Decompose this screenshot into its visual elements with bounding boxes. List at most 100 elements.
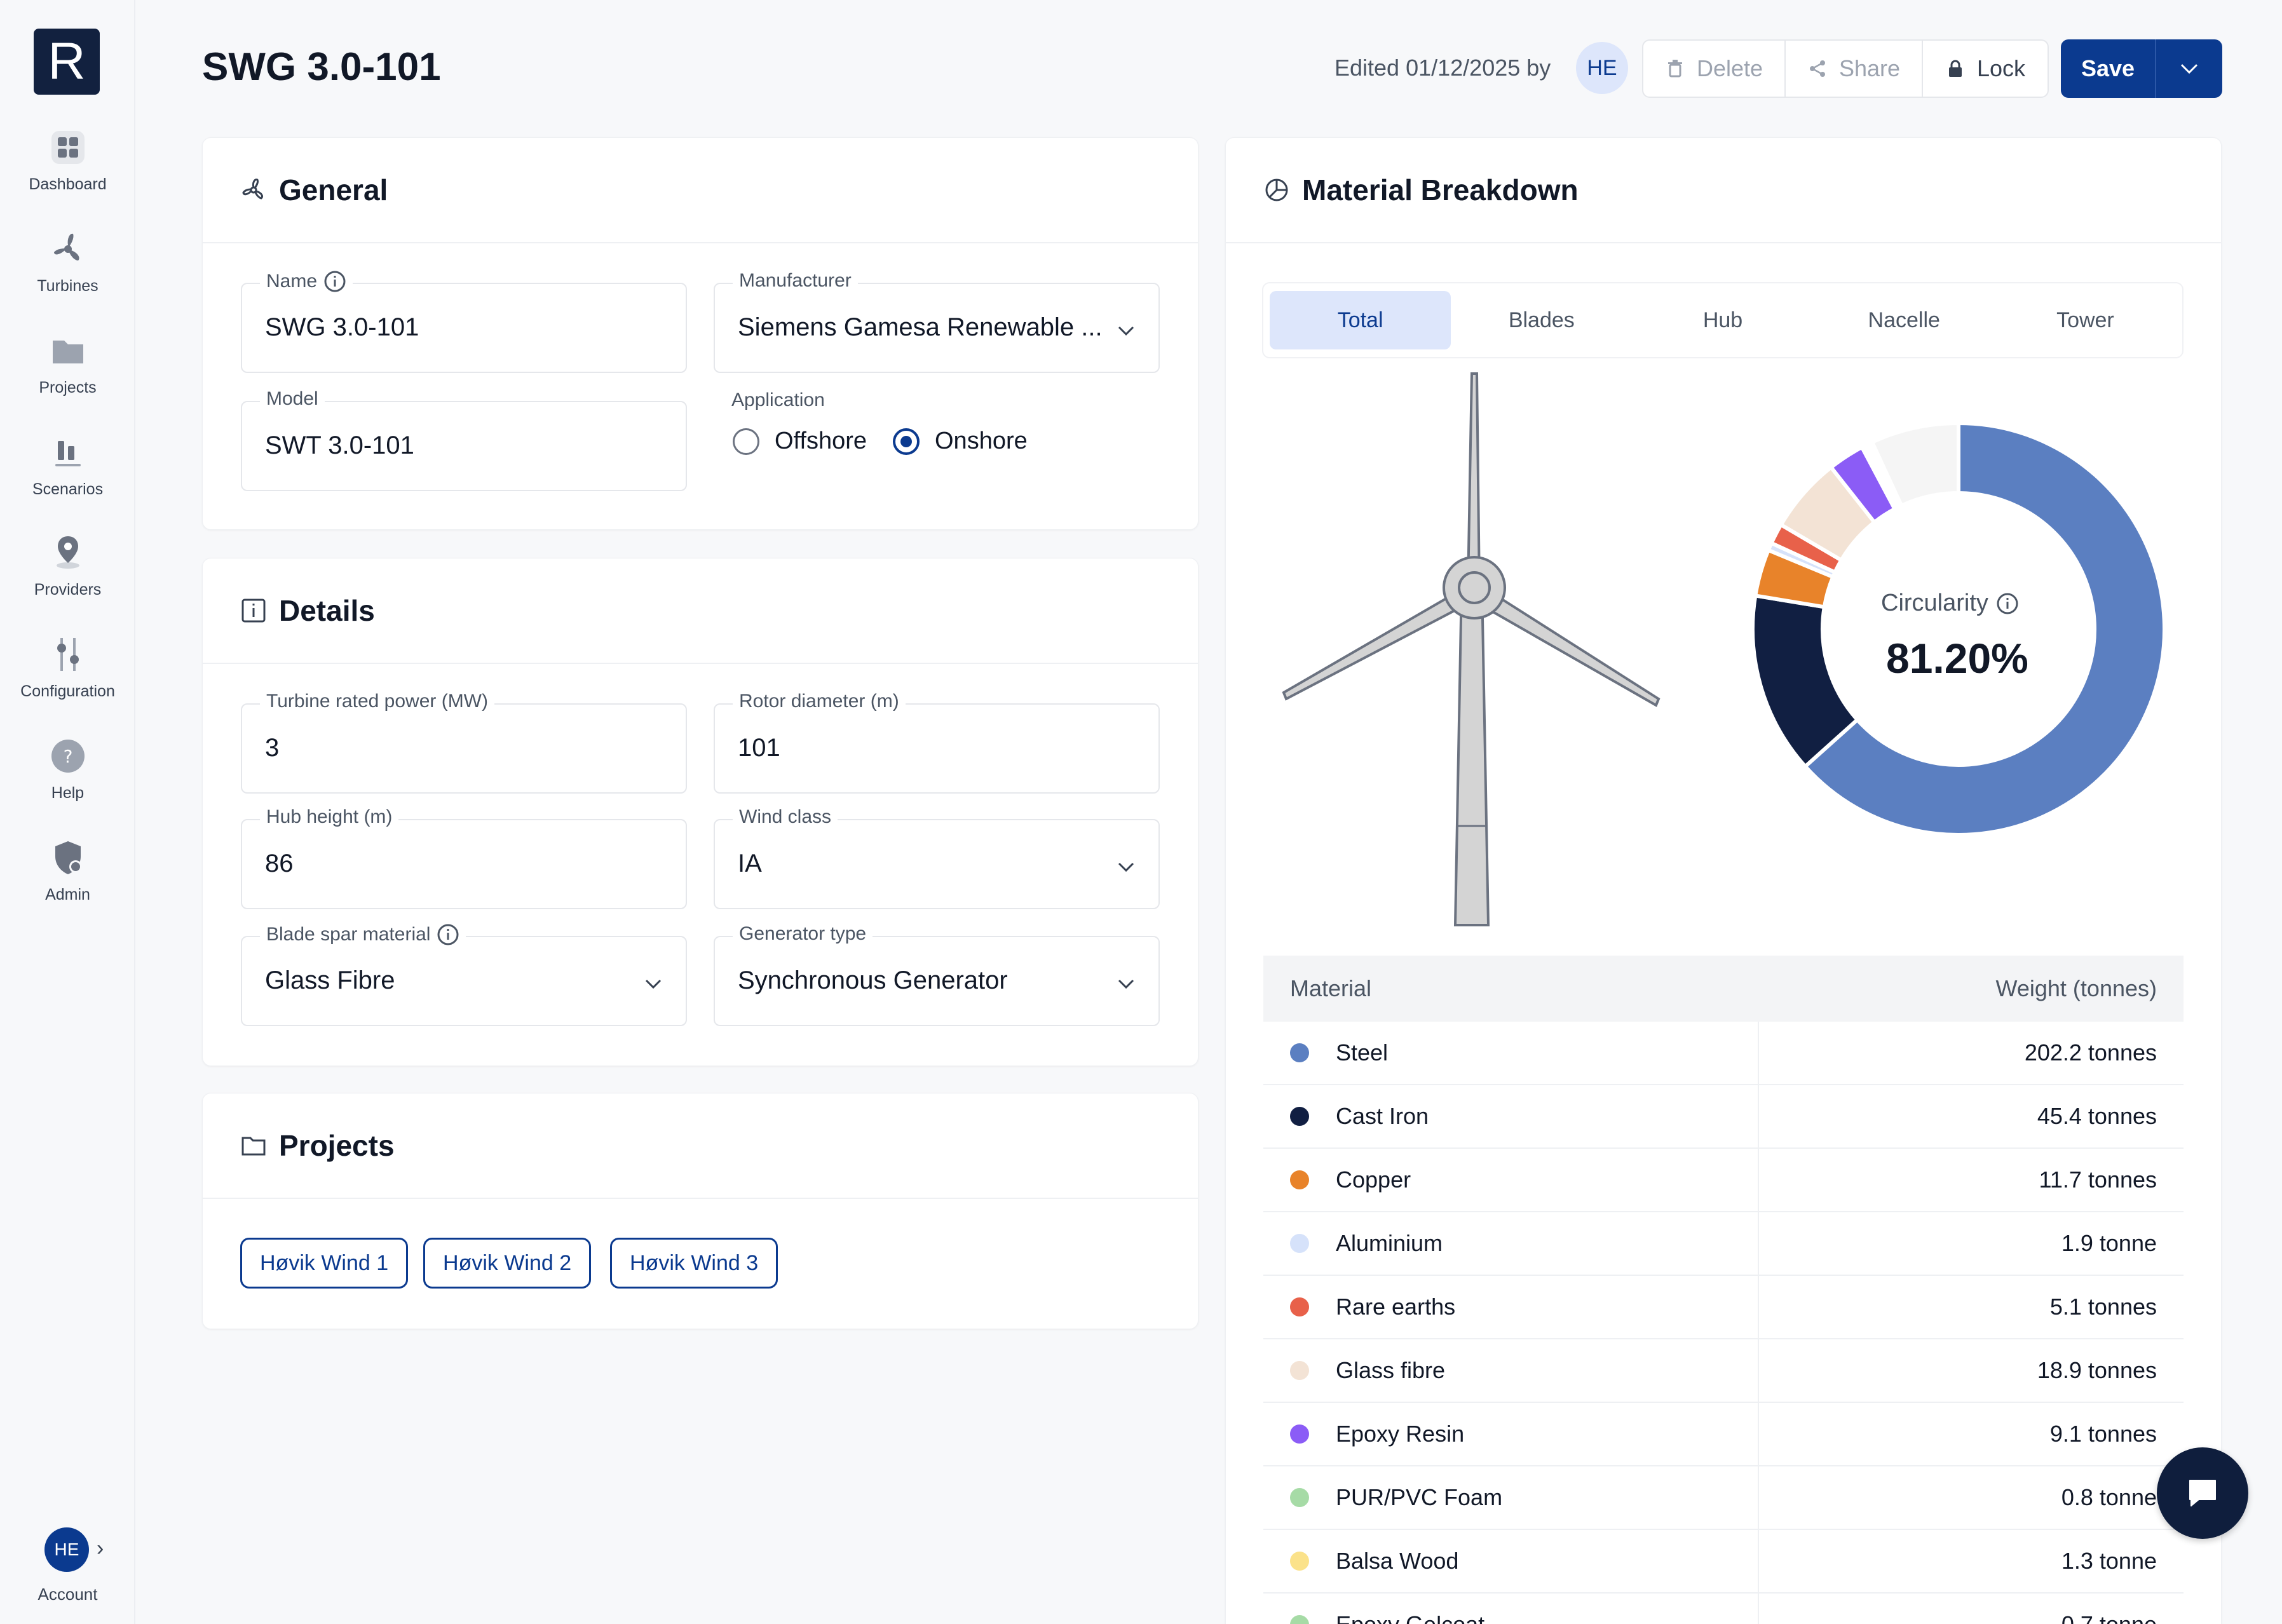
legend-dot <box>1290 1488 1309 1507</box>
name-field[interactable]: Name SWG 3.0-101 <box>241 270 687 373</box>
material-weight: 1.3 tonne <box>2061 1548 2157 1574</box>
save-options-button[interactable] <box>2156 39 2222 98</box>
legend-dot <box>1290 1297 1309 1316</box>
sidebar-item-scenarios[interactable]: Scenarios <box>0 432 135 499</box>
material-name: Balsa Wood <box>1336 1548 1459 1574</box>
help-icon: ? <box>51 740 85 773</box>
sidebar-item-configuration[interactable]: Configuration <box>0 634 135 701</box>
material-name: Copper <box>1336 1167 1411 1193</box>
details-title: Details <box>279 594 375 627</box>
material-table: Material Weight (tonnes) Steel 202.2 tonn… <box>1263 956 2184 1624</box>
wind-class-value: IA <box>738 849 762 877</box>
wind-class-select[interactable]: Wind class IA <box>714 806 1160 909</box>
share-button[interactable]: Share <box>1786 41 1923 97</box>
legend-dot <box>1290 1552 1309 1571</box>
column-divider <box>1758 1594 1759 1624</box>
table-row: Epoxy Resin 9.1 tonnes <box>1263 1403 2184 1466</box>
save-button[interactable]: Save <box>2061 39 2156 98</box>
details-card: Details Turbine rated power (MW) 3 Rotor… <box>202 558 1199 1066</box>
sidebar-item-label: Scenarios <box>32 480 104 498</box>
project-chip[interactable]: Høvik Wind 3 <box>610 1238 778 1289</box>
dashboard-icon <box>51 131 85 164</box>
manufacturer-select[interactable]: Manufacturer Siemens Gamesa Renewable ..… <box>714 270 1160 373</box>
column-divider <box>1758 1276 1759 1338</box>
table-row: Steel 202.2 tonnes <box>1263 1022 2184 1085</box>
sidebar-item-admin[interactable]: Admin <box>0 837 135 904</box>
info-icon[interactable] <box>1996 592 2019 615</box>
table-header: Material Weight (tonnes) <box>1263 956 2184 1022</box>
save-button-group: Save <box>2061 39 2222 98</box>
donut-slice-steel[interactable] <box>1802 421 2166 837</box>
app-logo[interactable]: R <box>34 29 100 95</box>
account-avatar[interactable]: HE <box>44 1527 89 1572</box>
sidebar-item-label: Projects <box>39 379 97 396</box>
material-weight: 18.9 tonnes <box>2037 1357 2157 1383</box>
projects-card-header: Projects <box>203 1093 1198 1199</box>
tab-blades[interactable]: Blades <box>1508 308 1575 332</box>
donut-slice-other[interactable] <box>1870 421 1960 508</box>
rated-power-field[interactable]: Turbine rated power (MW) 3 <box>241 691 687 794</box>
tab-total[interactable]: Total <box>1270 291 1451 349</box>
name-input[interactable]: SWG 3.0-101 <box>265 313 419 341</box>
lock-button[interactable]: Lock <box>1923 41 2048 97</box>
name-label-text: Name <box>266 271 318 292</box>
sliders-icon <box>57 638 79 671</box>
svg-text:?: ? <box>63 746 72 767</box>
general-card: General Name SWG 3.0-101 Manufacturer Si… <box>202 137 1199 530</box>
lock-label: Lock <box>1976 55 2026 81</box>
sidebar-item-dashboard[interactable]: Dashboard <box>0 127 135 194</box>
material-name: Epoxy Gelcoat <box>1336 1611 1484 1624</box>
sidebar-item-label: Configuration <box>20 682 115 700</box>
model-field[interactable]: Model SWT 3.0-101 <box>241 388 687 491</box>
rated-power-label: Turbine rated power (MW) <box>260 691 494 712</box>
radio-onshore-label: Onshore <box>935 428 1028 454</box>
sidebar-item-help[interactable]: ? Help <box>0 736 135 802</box>
generator-type-select[interactable]: Generator type Synchronous Generator <box>714 923 1160 1026</box>
application-label: Application <box>731 389 825 410</box>
material-name: Aluminium <box>1336 1230 1443 1256</box>
chat-button[interactable] <box>2157 1447 2248 1539</box>
model-input[interactable]: SWT 3.0-101 <box>265 431 414 459</box>
fan-icon <box>242 179 264 200</box>
table-row: Copper 11.7 tonnes <box>1263 1149 2184 1212</box>
project-chip[interactable]: Høvik Wind 1 <box>240 1238 409 1289</box>
shield-icon <box>55 841 82 874</box>
tab-hub[interactable]: Hub <box>1702 308 1743 332</box>
weight-column-header: Weight (tonnes) <box>1995 975 2157 1001</box>
material-card: Material Breakdown <box>1225 137 2222 1624</box>
sidebar-item-turbines[interactable]: Turbines <box>0 229 135 295</box>
rotor-diameter-field[interactable]: Rotor diameter (m) 101 <box>714 691 1160 794</box>
rotor-diameter-input[interactable]: 101 <box>738 734 780 762</box>
column-divider <box>1758 1212 1759 1275</box>
project-chip[interactable]: Høvik Wind 2 <box>423 1238 592 1289</box>
legend-dot <box>1290 1107 1309 1126</box>
radio-onshore[interactable]: Onshore <box>893 428 1028 455</box>
tab-tower[interactable]: Tower <box>2056 308 2114 332</box>
tab-nacelle[interactable]: Nacelle <box>1868 308 1940 332</box>
table-row: Cast Iron 45.4 tonnes <box>1263 1085 2184 1149</box>
blade-spar-select[interactable]: Blade spar material Glass Fibre <box>241 923 687 1026</box>
chevron-right-icon[interactable]: › <box>97 1536 104 1560</box>
delete-button[interactable]: Delete <box>1643 41 1786 97</box>
page-title: SWG 3.0-101 <box>202 45 441 89</box>
share-icon <box>1809 60 1825 77</box>
hub-height-input[interactable]: 86 <box>265 849 294 877</box>
chat-icon <box>2189 1480 2216 1506</box>
sidebar-item-projects[interactable]: Projects <box>0 330 135 397</box>
details-card-header: Details <box>203 558 1198 664</box>
sidebar-item-label: Turbines <box>37 277 98 295</box>
hub-height-field[interactable]: Hub height (m) 86 <box>241 806 687 909</box>
sidebar-item-providers[interactable]: Providers <box>0 532 135 599</box>
circularity-value: 81.20% <box>1886 635 2028 682</box>
bar-chart-icon <box>55 441 81 466</box>
hub-height-label: Hub height (m) <box>260 806 399 828</box>
chevron-down-icon <box>1118 862 1134 872</box>
material-weight: 202.2 tonnes <box>2024 1039 2157 1066</box>
column-divider <box>1758 1085 1759 1147</box>
info-icon[interactable] <box>323 270 346 293</box>
rated-power-input[interactable]: 3 <box>265 734 280 762</box>
radio-offshore[interactable]: Offshore <box>733 428 867 455</box>
info-icon[interactable] <box>437 923 459 946</box>
table-row: Epoxy Gelcoat 0.7 tonne <box>1263 1594 2184 1624</box>
material-weight: 45.4 tonnes <box>2037 1103 2157 1129</box>
